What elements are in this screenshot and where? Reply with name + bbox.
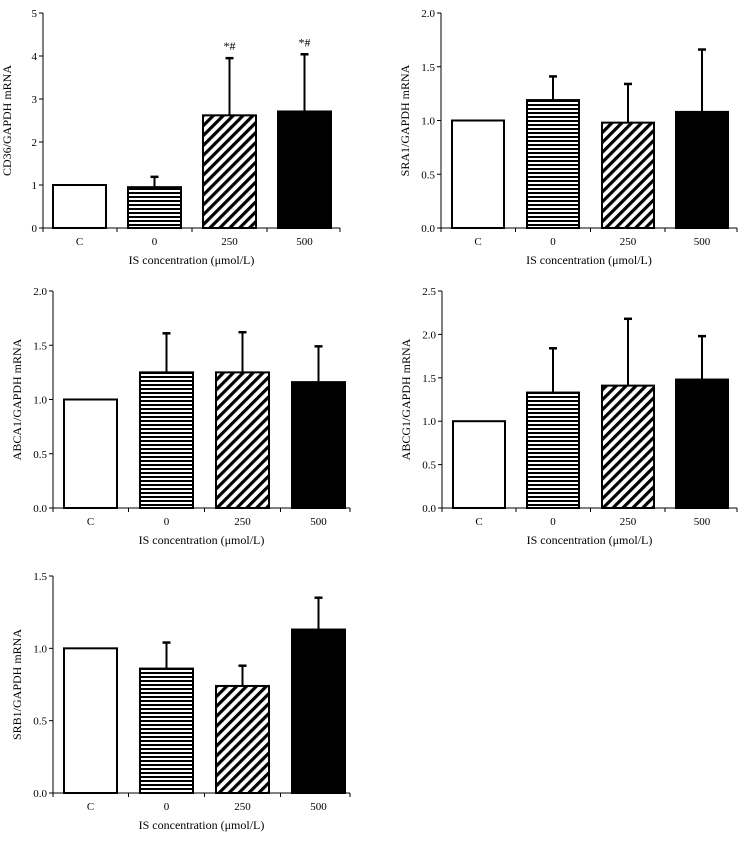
y-tick-label: 1.5	[421, 62, 435, 74]
y-tick-label: 5	[32, 8, 38, 20]
x-tick-label: 250	[620, 516, 637, 528]
bar-250	[215, 371, 270, 509]
y-tick-label: 1.5	[422, 373, 436, 385]
y-tick-label: 0.5	[33, 449, 47, 461]
y-tick-label: 1.0	[33, 643, 47, 655]
y-tick-label: 2.0	[33, 286, 47, 298]
x-tick-label: 500	[694, 516, 711, 528]
bar-500	[277, 110, 332, 229]
x-tick-label: 500	[310, 801, 327, 813]
chart-panel: 0 1 2 3 4 5 C 0 *# 250 *# 500 IS concentration (μmol…	[0, 8, 341, 267]
x-axis-title: IS concentration (μmol/L)	[527, 533, 653, 547]
bar-250	[601, 121, 655, 229]
bar-0	[127, 186, 182, 229]
chart-panel: 0.0 0.5 1.0 1.5 2.0 C 0 250 500 IS concentration …	[10, 286, 351, 547]
x-tick-label: 0	[550, 516, 556, 528]
bar-250	[601, 384, 655, 509]
bar-0	[139, 667, 194, 794]
x-tick-label: C	[87, 801, 94, 813]
y-tick-label: 2.0	[421, 8, 435, 20]
x-tick-label: 0	[164, 801, 170, 813]
y-tick-label: 3	[32, 94, 38, 106]
chart-panel: 0.0 0.5 1.0 1.5 C 0 250 500 IS concentration (μm…	[10, 571, 351, 832]
significance-label: *#	[299, 35, 311, 49]
x-tick-label: 250	[234, 516, 251, 528]
y-tick-label: 1.0	[422, 416, 436, 428]
bar-control	[451, 119, 505, 229]
x-tick-label: C	[76, 236, 83, 248]
bar-0	[526, 99, 580, 229]
y-tick-label: 2	[32, 137, 38, 149]
bar-250	[202, 114, 257, 229]
y-tick-label: 2.5	[422, 286, 436, 298]
y-tick-label: 2.0	[422, 329, 436, 341]
bar-control	[63, 647, 118, 794]
y-tick-label: 1	[32, 180, 38, 192]
bar-control	[52, 184, 107, 229]
x-tick-label: 500	[310, 516, 327, 528]
x-tick-label: 500	[296, 236, 313, 248]
x-tick-label: C	[87, 516, 94, 528]
x-axis-title: IS concentration (μmol/L)	[139, 533, 265, 547]
y-axis-title: ABCG1/GAPDH mRNA	[399, 338, 413, 460]
y-tick-label: 1.5	[33, 571, 47, 583]
y-tick-label: 1.0	[33, 395, 47, 407]
x-tick-label: 500	[694, 236, 711, 248]
x-axis-title: IS concentration (μmol/L)	[526, 253, 652, 267]
x-tick-label: 0	[152, 236, 158, 248]
bar-500	[675, 110, 729, 229]
x-tick-label: 0	[550, 236, 556, 248]
y-tick-label: 0.0	[421, 223, 435, 235]
y-axis-title: CD36/GAPDH mRNA	[0, 65, 14, 176]
y-axis-title: SRA1/GAPDH mRNA	[398, 64, 412, 176]
y-tick-label: 0.5	[421, 169, 435, 181]
y-axis-title: ABCA1/GAPDH mRNA	[10, 338, 24, 460]
y-tick-label: 1.5	[33, 340, 47, 352]
bar-control	[452, 420, 506, 510]
x-axis-title: IS concentration (μmol/L)	[129, 253, 255, 267]
y-tick-label: 0.0	[422, 503, 436, 515]
y-axis-title: SRB1/GAPDH mRNA	[10, 629, 24, 740]
x-tick-label: C	[474, 236, 481, 248]
y-tick-label: 0.0	[33, 503, 47, 515]
bar-500	[675, 378, 729, 510]
chart-panel: 0.0 0.5 1.0 1.5 2.0 2.5 C 0 250 500 IS concentrati…	[399, 286, 738, 547]
y-tick-label: 0.5	[422, 460, 436, 472]
bar-500	[291, 628, 346, 794]
x-tick-label: 250	[234, 801, 251, 813]
x-tick-label: 0	[164, 516, 170, 528]
bar-control	[63, 398, 118, 509]
y-tick-label: 1.0	[421, 116, 435, 128]
significance-label: *#	[224, 39, 236, 53]
x-tick-label: 250	[620, 236, 637, 248]
bar-0	[526, 391, 580, 509]
bar-500	[291, 381, 346, 510]
x-axis-title: IS concentration (μmol/L)	[139, 818, 265, 832]
x-tick-label: 250	[221, 236, 238, 248]
y-tick-label: 0	[32, 223, 38, 235]
y-tick-label: 0.5	[33, 716, 47, 728]
bar-250	[215, 684, 270, 794]
chart-panel: 0.0 0.5 1.0 1.5 2.0 C 0 250 500 IS concentration …	[398, 8, 738, 267]
y-tick-label: 4	[32, 51, 38, 63]
x-tick-label: C	[475, 516, 482, 528]
y-tick-label: 0.0	[33, 788, 47, 800]
bar-0	[139, 371, 194, 509]
